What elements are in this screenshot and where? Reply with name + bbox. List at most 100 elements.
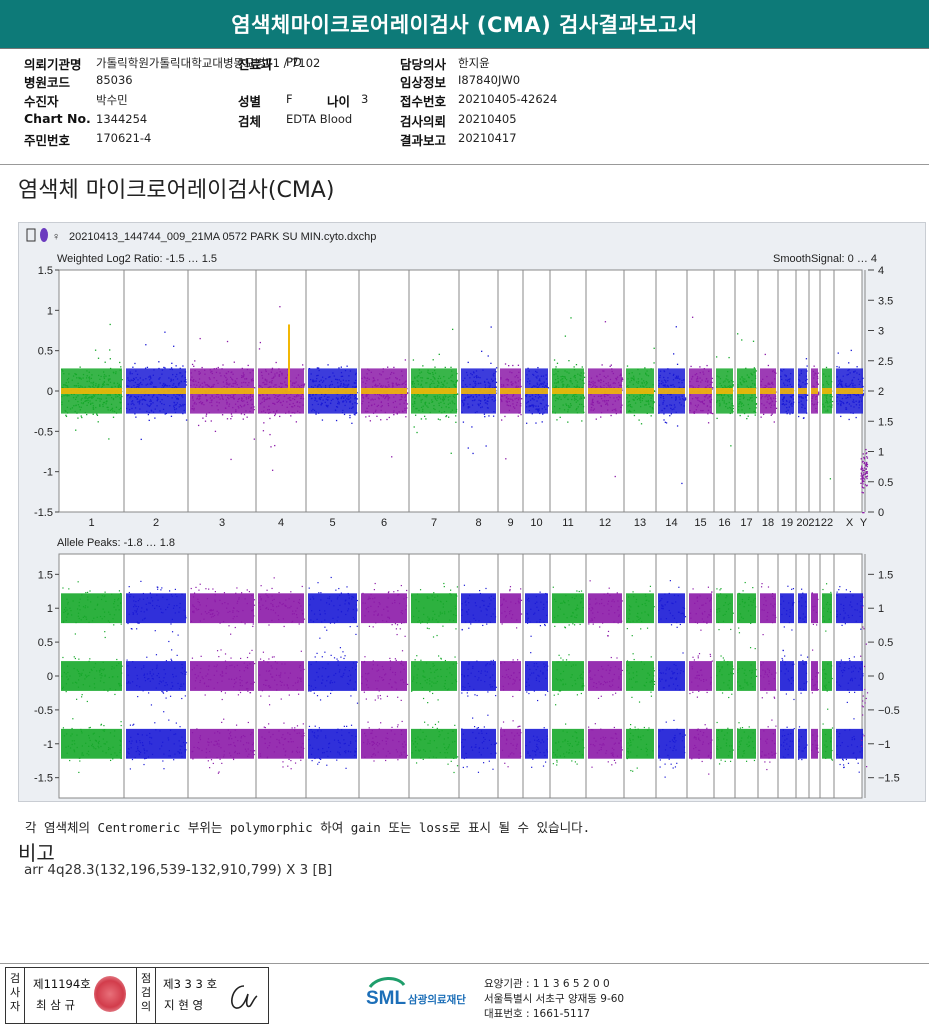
examiner-name: 최 삼 규 (36, 998, 76, 1012)
y-tick-right-label: 3 (878, 326, 884, 338)
chromosome-label-15: 15 (694, 517, 706, 529)
chromosome-label-5: 5 (329, 517, 335, 529)
section-title: 염색체 마이크로어레이검사(CMA) (18, 178, 335, 203)
info-value: F (286, 92, 293, 106)
y-tick-right-label: 1.5 (878, 416, 893, 428)
chromosome-label-11: 11 (562, 517, 573, 529)
y-tick-right-label: 1.5 (878, 569, 893, 581)
y-tick-right-label: 0.5 (878, 637, 893, 649)
chromosome-label-Y: Y (860, 517, 868, 529)
chromosome-label-3: 3 (219, 517, 225, 529)
info-value: I87840JW0 (458, 73, 521, 87)
y-tick-right-label: 0.5 (878, 477, 893, 489)
y-tick-right-label: 3.5 (878, 295, 893, 307)
y-tick-right-label: −1 (878, 739, 891, 751)
info-label: 성별 (238, 94, 262, 109)
signature-icon (231, 985, 258, 1009)
divider (0, 164, 929, 165)
chromosome-label-21: 21 (808, 517, 820, 529)
y-tick-right-label: 1 (878, 447, 884, 459)
cma-chart: ♀ 20210413_144744_009_21MA 0572 PARK SU M… (18, 222, 926, 802)
info-label: 임상정보 (400, 75, 447, 90)
info-value: 170621-4 (96, 131, 152, 145)
chromosome-label-20: 20 (796, 517, 808, 529)
info-value: 20210405-42624 (458, 92, 558, 106)
chromosome-label-X: X (846, 517, 854, 529)
chromosome-label-10: 10 (530, 517, 542, 529)
y-tick-label: 1.5 (38, 569, 53, 581)
y-tick-label: -0.5 (34, 705, 53, 717)
chromosome-label-14: 14 (665, 517, 677, 529)
info-label: 주민번호 (24, 133, 71, 148)
info-label: 검체 (238, 114, 262, 129)
info-value: EDTA Blood (286, 112, 353, 126)
info-value: 박수민 (96, 93, 128, 107)
y-tick-label: 1 (47, 305, 53, 317)
chromosome-label-2: 2 (153, 517, 159, 529)
org-line-2: 서울특별시 서초구 양재동 9-60 (484, 993, 625, 1005)
patient-info: 의뢰기관명 가톨릭학원가톨릭대학교대병동모병71 / 7102 병원코드 85036 수… (0, 54, 929, 154)
y-tick-label: 0.5 (38, 346, 53, 358)
info-label: 진료과 (238, 57, 273, 72)
y-tick-label: 1 (47, 603, 53, 615)
examiner-license: 제11194호 (33, 977, 91, 991)
info-label: 나이 (327, 94, 351, 109)
top-panel-points (61, 306, 869, 514)
report-title: 염색체마이크로어레이검사 (CMA) 검사결과보고서 (0, 0, 929, 48)
y-tick-right-label: −1.5 (878, 773, 900, 785)
info-value: 85036 (96, 73, 133, 87)
org-line-3: 대표번호 : 1661-5117 (484, 1008, 591, 1020)
centromere-note: 각 염색체의 Centromeric 부위는 polymorphic 하여 ga… (25, 820, 591, 835)
bottom-panel-title: Allele Peaks: -1.8 … 1.8 (57, 537, 175, 549)
info-label: 담당의사 (400, 57, 447, 72)
balloon-icon (40, 228, 48, 242)
info-value: 가톨릭학원가톨릭대학교대병동모병71 / 7102 (96, 56, 321, 70)
info-value: 한지윤 (458, 56, 490, 70)
divider (0, 48, 929, 49)
y-tick-right-label: 0 (878, 507, 884, 519)
info-value: 20210417 (458, 131, 517, 145)
info-label: Chart No. (24, 111, 91, 126)
y-tick-label: -0.5 (34, 426, 53, 438)
chromosome-label-22: 22 (821, 517, 833, 529)
y-tick-right-label: 2.5 (878, 356, 893, 368)
chromosome-label-7: 7 (431, 517, 437, 529)
y-tick-right-label: 1 (878, 603, 884, 615)
chromosome-label-18: 18 (762, 517, 774, 529)
chromosome-label-4: 4 (278, 517, 284, 529)
sml-logo: SML 삼광의료재단 (364, 975, 482, 1019)
org-details: 요양기관 : 1 1 3 6 5 2 0 0 서울특별시 서초구 양재동 9-6… (484, 977, 624, 1022)
divider (0, 963, 929, 964)
remark-text: arr 4q28.3(132,196,539-132,910,799) X 3 … (24, 862, 333, 878)
chromosome-label-12: 12 (599, 517, 611, 529)
chromosome-label-8: 8 (475, 517, 481, 529)
info-value: PD (286, 55, 302, 69)
chromosome-label-17: 17 (740, 517, 752, 529)
info-value: 20210405 (458, 112, 517, 126)
chromosome-label-6: 6 (381, 517, 387, 529)
cma-chart-svg: ♀ 20210413_144744_009_21MA 0572 PARK SU M… (26, 228, 900, 799)
info-value: 1344254 (96, 112, 148, 126)
chromosome-label-19: 19 (781, 517, 793, 529)
y-tick-label: 0 (47, 386, 53, 398)
y-tick-label: -1.5 (34, 507, 53, 519)
reviewer-name: 지 현 영 (164, 998, 204, 1012)
info-value: 3 (361, 92, 369, 106)
chart-filename: 20210413_144744_009_21MA 0572 PARK SU MI… (69, 231, 376, 243)
bottom-panel-points (61, 576, 869, 778)
chromosome-label-16: 16 (718, 517, 730, 529)
female-icon: ♀ (52, 231, 60, 243)
chromosome-label-9: 9 (507, 517, 513, 529)
chromosome-label-1: 1 (88, 517, 94, 529)
top-panel-title: Weighted Log2 Ratio: -1.5 … 1.5 (57, 253, 217, 265)
chromosome-label-13: 13 (634, 517, 646, 529)
info-label: 검사의뢰 (400, 114, 447, 129)
org-name: 삼광의료재단 (408, 993, 466, 1006)
org-line-1: 요양기관 : 1 1 3 6 5 2 0 0 (484, 978, 610, 990)
remark-title: 비고 (18, 841, 55, 865)
top-panel-right-title: SmoothSignal: 0 … 4 (773, 253, 877, 265)
info-label: 결과보고 (400, 133, 447, 148)
